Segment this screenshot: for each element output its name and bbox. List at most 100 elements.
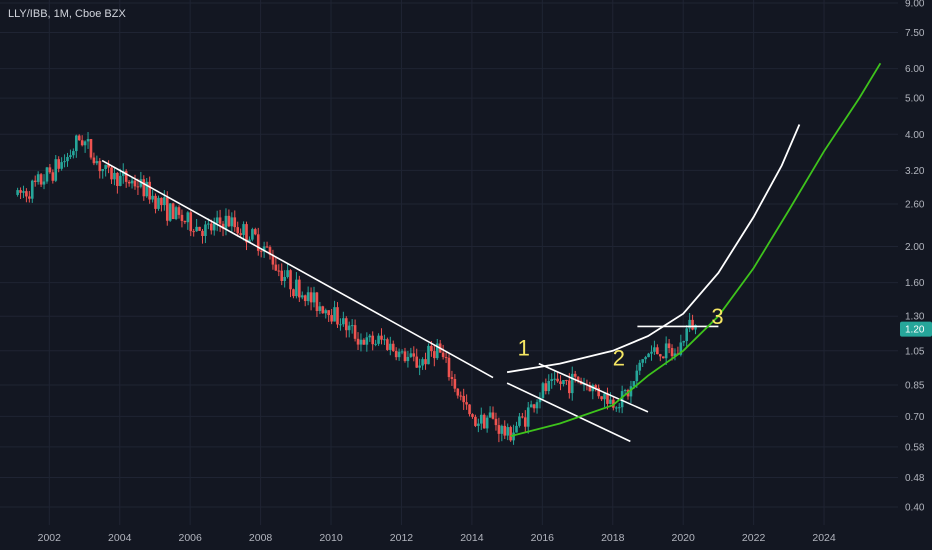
candle-body [30, 180, 34, 199]
candle-body [350, 325, 354, 327]
candle-body [280, 270, 284, 281]
candle-body [189, 212, 193, 232]
candle-body [594, 385, 598, 388]
candle-body [292, 289, 295, 297]
candle-body [92, 157, 96, 164]
candle-body [491, 412, 495, 419]
candle-body [344, 318, 348, 331]
y-tick-label: 5.00 [905, 94, 925, 105]
candle-body [227, 215, 231, 227]
candle-body [242, 224, 245, 235]
candle-body [550, 379, 554, 382]
candle-body [386, 339, 389, 350]
candle-body [368, 335, 372, 338]
price-axis[interactable]: 9.00 7.50 6.00 5.00 4.00 3.20 2.60 2.00 1.60 1.30… [905, 0, 925, 514]
x-tick-label: 2022 [742, 532, 766, 544]
x-tick-label: 2016 [531, 532, 555, 544]
candle-body [632, 381, 636, 387]
candle-body [635, 370, 639, 382]
candle-body [221, 223, 225, 229]
candle-body [506, 427, 509, 436]
candle-body [124, 171, 128, 182]
candle-body [462, 395, 465, 403]
candle-body [204, 224, 207, 236]
candle-body [86, 139, 90, 142]
grid [0, 0, 898, 525]
candle-body [248, 239, 251, 243]
x-tick-label: 2004 [108, 532, 132, 544]
candle-body [685, 328, 689, 342]
candle-body [207, 223, 210, 225]
candle-body [406, 356, 410, 362]
candle-body [233, 217, 237, 228]
candle-body [620, 391, 624, 408]
candle-body [526, 407, 530, 427]
time-axis[interactable]: 2002 2004 2006 2008 2010 2012 2014 2016 2018 2020… [38, 532, 836, 544]
trendline-downtrend-2 [506, 382, 631, 443]
annotation-label: 1 [518, 335, 530, 360]
candle-body [576, 376, 580, 381]
candle-body [474, 416, 477, 426]
candle-body [623, 389, 627, 392]
candle-body [107, 164, 110, 168]
candle-body [477, 423, 480, 426]
candle-body [447, 357, 451, 378]
candle-body [347, 325, 351, 331]
candle-body [409, 353, 413, 357]
candle-body [28, 196, 31, 199]
candle-body [374, 343, 377, 345]
candle-body [101, 169, 105, 172]
candle-body [588, 385, 592, 392]
candle-body [482, 414, 486, 429]
candle-body [48, 167, 52, 173]
y-tick-label: 3.20 [905, 166, 925, 177]
candle-body [553, 378, 556, 380]
candle-body [63, 161, 66, 163]
candle-body [186, 212, 190, 223]
candle-body [617, 407, 621, 409]
candle-body [353, 325, 357, 339]
x-tick-label: 2006 [178, 532, 202, 544]
candle-body [121, 171, 125, 176]
candle-body [377, 335, 380, 344]
candle-body [403, 351, 407, 362]
candle-body [95, 161, 99, 164]
candle-body [136, 186, 140, 188]
white-parabolic-curve [506, 124, 801, 374]
candle-body [524, 417, 527, 427]
candle-body [83, 141, 87, 146]
candle-body [16, 190, 19, 195]
candle-body [327, 310, 330, 316]
candle-body [271, 254, 275, 265]
candle-body [562, 380, 565, 385]
candle-body [39, 174, 43, 185]
candle-body [192, 231, 195, 233]
last-price-marker: 1.20 [900, 321, 932, 337]
candle-body [383, 339, 386, 341]
candle-body [330, 315, 333, 322]
candle-body [518, 416, 521, 426]
candle-body [453, 378, 457, 389]
candle-body [609, 399, 612, 404]
x-tick-label: 2020 [672, 532, 696, 544]
candle-body [497, 425, 501, 434]
candle-body [51, 172, 55, 181]
x-tick-label: 2008 [249, 532, 273, 544]
candle-body [573, 373, 577, 377]
candle-body [145, 181, 149, 197]
candle-body [201, 230, 204, 236]
candle-body [251, 229, 254, 240]
candle-body [653, 347, 656, 352]
candle-body [256, 234, 260, 251]
candle-body [171, 203, 175, 220]
candle-body [321, 306, 325, 314]
candle-body [365, 337, 369, 345]
candle-body [559, 381, 562, 385]
candle-body [538, 398, 542, 403]
candle-body [183, 220, 187, 223]
drawings[interactable]: 1 2 3 [101, 62, 882, 443]
candle-body [547, 381, 551, 392]
candle-body [441, 352, 445, 357]
